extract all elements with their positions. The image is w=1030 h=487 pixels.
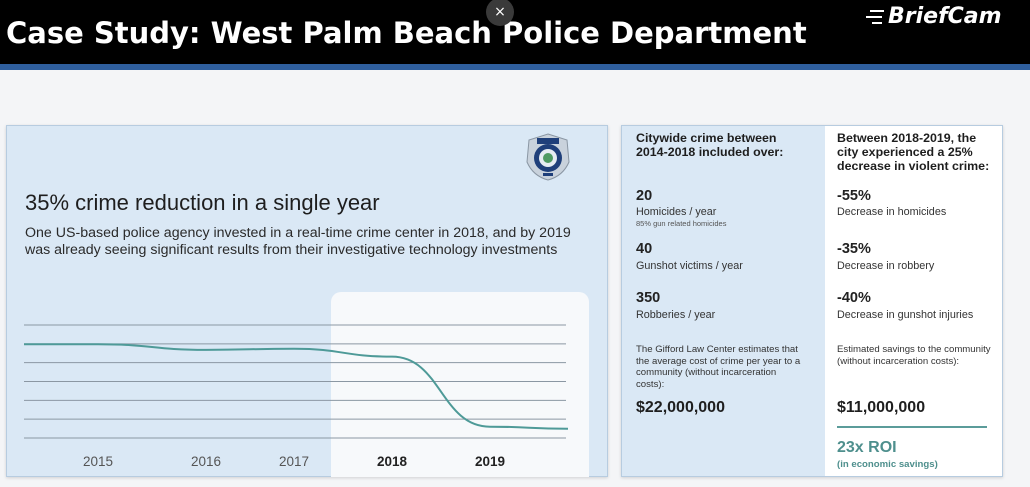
savings-amount: $11,000,000 bbox=[837, 399, 926, 416]
stat-value-gunshot: 40 bbox=[636, 241, 653, 257]
col1-heading: Citywide crime between 2014-2018 include… bbox=[636, 131, 784, 159]
x-tick-2019: 2019 bbox=[475, 454, 505, 469]
x-tick-2015: 2015 bbox=[83, 454, 113, 469]
stat-value-homicide-decrease: -55% bbox=[837, 188, 871, 204]
crime-trend-line bbox=[23, 343, 569, 430]
x-tick-2018: 2018 bbox=[377, 454, 408, 469]
close-icon: × bbox=[494, 4, 506, 20]
stat-value-robbery-decrease: -35% bbox=[837, 241, 871, 257]
close-button[interactable]: × bbox=[486, 0, 514, 26]
stat-label-robbery-decrease: Decrease in robbery bbox=[837, 260, 935, 272]
chart-grid bbox=[24, 324, 566, 439]
police-badge-icon bbox=[526, 133, 570, 181]
cost-paragraph: The Gifford Law Center estimates that th… bbox=[636, 344, 801, 390]
roi-subtitle: (in economic savings) bbox=[837, 459, 938, 470]
slide-title: Case Study: West Palm Beach Police Depar… bbox=[6, 16, 807, 50]
roi-divider bbox=[837, 426, 987, 428]
cost-amount: $22,000,000 bbox=[636, 399, 725, 416]
x-tick-2016: 2016 bbox=[191, 454, 221, 469]
stat-label-gunshot-decrease: Decrease in gunshot injuries bbox=[837, 309, 974, 321]
highlight-2018-2019 bbox=[331, 292, 589, 477]
x-tick-2017: 2017 bbox=[279, 454, 309, 469]
stats-column-results bbox=[825, 126, 1002, 476]
col2-heading: Between 2018-2019, the city experienced … bbox=[837, 131, 990, 173]
stat-value-robberies: 350 bbox=[636, 290, 661, 306]
crime-trend-chart: 2015 2016 2017 2018 2019 bbox=[23, 324, 569, 469]
stat-label-gunshot: Gunshot victims / year bbox=[636, 260, 743, 272]
logo-text: BriefCam bbox=[888, 4, 1002, 29]
headline: 35% crime reduction in a single year bbox=[25, 190, 380, 215]
header-stripe bbox=[0, 64, 1030, 70]
header-bar bbox=[0, 0, 1030, 64]
stat-note-homicides: 85% gun related homicides bbox=[636, 219, 727, 228]
logo-speed-lines-icon bbox=[866, 10, 884, 24]
savings-paragraph: Estimated savings to the community (with… bbox=[837, 344, 991, 367]
roi-value: 23x ROI bbox=[837, 439, 897, 456]
chart-x-labels: 2015 2016 2017 2018 2019 bbox=[83, 454, 505, 469]
stat-value-gunshot-decrease: -40% bbox=[837, 290, 871, 306]
stat-label-robberies: Robberies / year bbox=[636, 309, 716, 321]
subhead: One US-based police agency invested in a… bbox=[25, 225, 571, 258]
stat-label-homicide-decrease: Decrease in homicides bbox=[837, 206, 947, 218]
briefcam-logo: BriefCam bbox=[866, 2, 1026, 32]
stat-value-homicides: 20 bbox=[636, 188, 653, 204]
stat-label-homicides: Homicides / year bbox=[636, 206, 717, 218]
